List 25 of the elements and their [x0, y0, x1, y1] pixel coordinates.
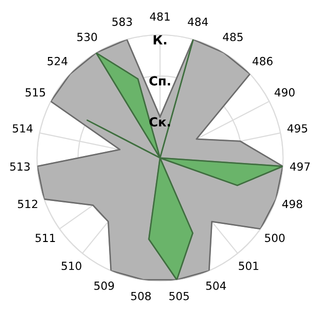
y-tick-label: Сп. [149, 76, 170, 86]
spoke-label: 495 [287, 124, 308, 133]
spoke-label: 498 [282, 200, 302, 208]
spoke-label: 510 [62, 262, 82, 270]
spoke-label: 484 [188, 18, 208, 26]
spoke-label: 485 [222, 32, 243, 42]
spoke-label: 497 [290, 162, 310, 171]
spoke-label: 514 [12, 124, 33, 133]
spoke-label: 490 [274, 88, 295, 97]
spoke-label: 511 [36, 234, 55, 242]
spoke-label: 500 [264, 234, 285, 242]
spoke-label: 505 [169, 292, 189, 300]
spoke-label: 512 [18, 200, 38, 208]
spoke-label: 509 [94, 282, 114, 290]
y-tick-label: К. [154, 35, 166, 44]
spoke-label: 486 [252, 56, 273, 66]
spoke-label: 501 [238, 262, 258, 270]
spoke-label: 515 [26, 88, 46, 97]
spoke-label: 513 [10, 162, 30, 171]
spoke-label: 481 [150, 12, 170, 21]
spoke-label: 504 [206, 282, 226, 290]
spoke-label: 583 [112, 18, 132, 26]
spoke-label: 530 [77, 32, 97, 42]
spoke-label: 508 [131, 292, 151, 300]
spoke-label: 524 [48, 56, 68, 66]
